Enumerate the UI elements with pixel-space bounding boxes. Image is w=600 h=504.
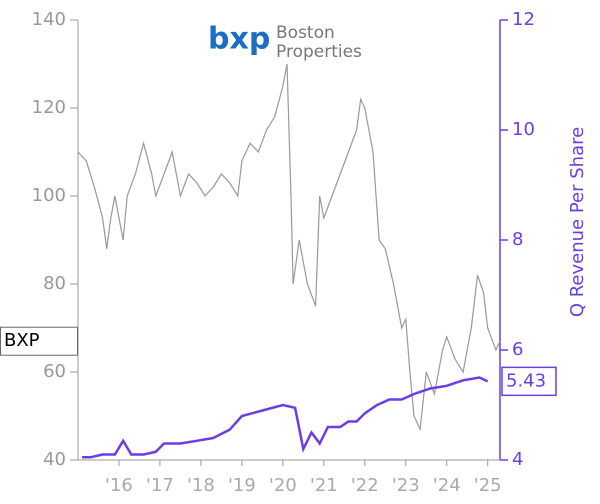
logo-mark: bxp: [208, 22, 270, 57]
y-tick-label: 140: [32, 9, 66, 30]
last-value-label: 5.43: [506, 370, 546, 391]
series-line: [77, 63, 501, 432]
y2-tick-label: 10: [512, 119, 535, 140]
y-tick-label: 80: [43, 273, 66, 294]
y2-tick-label: 4: [512, 449, 523, 470]
x-tick-label: '20: [269, 475, 297, 496]
y-tick-label: 60: [43, 361, 66, 382]
last-value-box: [501, 366, 557, 397]
x-tick-label: '16: [105, 475, 133, 496]
x-tick-label: '22: [351, 475, 379, 496]
series-name-box: [0, 326, 78, 356]
logo-name: Boston: [276, 23, 335, 43]
y2-tick-label: 8: [512, 229, 523, 250]
x-tick-label: '21: [310, 475, 338, 496]
y2-tick-label: 12: [512, 9, 535, 30]
x-tick-label: '25: [474, 475, 502, 496]
y2-axis-label: Q Revenue Per Share: [567, 127, 588, 317]
x-tick-label: '23: [392, 475, 420, 496]
x-tick-label: '17: [146, 475, 174, 496]
x-tick-label: '19: [228, 475, 256, 496]
series-name-label: BXP: [4, 330, 40, 351]
y-tick-label: 40: [43, 449, 66, 470]
y-tick-label: 120: [32, 97, 66, 118]
y2-tick-label: 6: [512, 339, 523, 360]
logo-name: Properties: [276, 42, 362, 62]
x-tick-label: '24: [433, 475, 461, 496]
y-tick-label: 100: [32, 185, 66, 206]
x-tick-label: '18: [187, 475, 215, 496]
series-line: [82, 376, 489, 459]
